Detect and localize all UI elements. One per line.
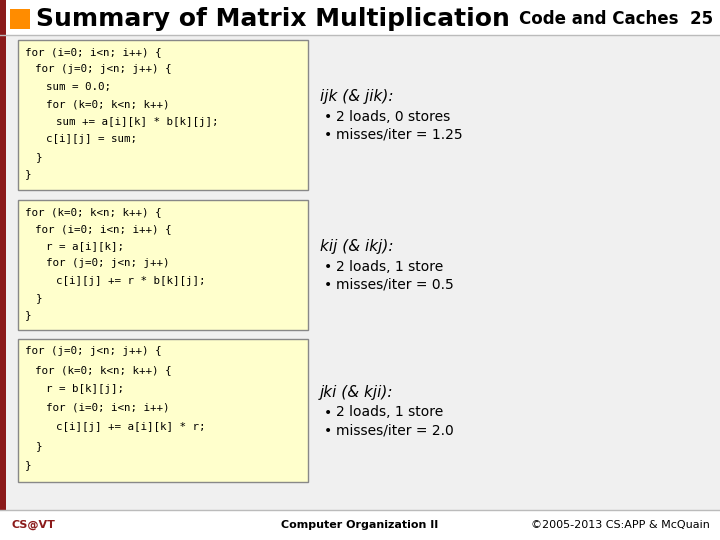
Text: r = a[i][k];: r = a[i][k]; [46,241,124,251]
Text: Code and Caches  25: Code and Caches 25 [519,10,713,28]
Text: •: • [324,110,332,124]
Text: c[i][j] = sum;: c[i][j] = sum; [46,134,137,145]
Text: for (k=0; k<n; k++) {: for (k=0; k<n; k++) { [25,207,161,217]
Text: 2 loads, 0 stores: 2 loads, 0 stores [336,110,450,124]
Text: for (k=0; k<n; k++) {: for (k=0; k<n; k++) { [35,365,172,375]
Text: for (i=0; i<n; i++): for (i=0; i<n; i++) [46,403,169,413]
Text: c[i][j] += r * b[k][j];: c[i][j] += r * b[k][j]; [56,275,206,286]
Bar [0,35,6,510]
Bar [0,510,720,540]
Text: sum += a[i][k] * b[k][j];: sum += a[i][k] * b[k][j]; [56,117,219,127]
Bar [18,200,308,330]
Text: misses/iter = 2.0: misses/iter = 2.0 [336,423,454,437]
Text: }: } [35,152,42,162]
Text: 2 loads, 1 store: 2 loads, 1 store [336,406,444,420]
Text: }: } [25,310,32,320]
Text: }: } [35,441,42,451]
Text: kij (& ikj):: kij (& ikj): [320,240,394,254]
Text: for (i=0; i<n; i++) {: for (i=0; i<n; i++) { [35,224,172,234]
Text: c[i][j] += a[i][k] * r;: c[i][j] += a[i][k] * r; [56,422,206,432]
Text: Summary of Matrix Multiplication: Summary of Matrix Multiplication [36,7,510,31]
Text: 2 loads, 1 store: 2 loads, 1 store [336,260,444,274]
Text: }: } [25,170,32,179]
Text: }: } [35,293,42,303]
Text: •: • [324,278,332,292]
Text: misses/iter = 0.5: misses/iter = 0.5 [336,278,454,292]
Text: r = b[k][j];: r = b[k][j]; [46,384,124,394]
Text: for (i=0; i<n; i++) {: for (i=0; i<n; i++) { [25,47,161,57]
Text: Computer Organization II: Computer Organization II [282,520,438,530]
Text: misses/iter = 1.25: misses/iter = 1.25 [336,128,463,142]
Text: •: • [324,423,332,437]
Text: •: • [324,128,332,142]
Text: •: • [324,406,332,420]
Text: •: • [324,260,332,274]
Text: }: } [25,460,32,470]
Bar [0,0,720,35]
Text: ©2005-2013 CS:APP & McQuain: ©2005-2013 CS:APP & McQuain [531,520,710,530]
Text: for (j=0; j<n; j++) {: for (j=0; j<n; j++) { [25,346,161,356]
Text: CS@VT: CS@VT [12,520,56,530]
Text: for (j=0; j<n; j++) {: for (j=0; j<n; j++) { [35,64,172,75]
Text: ijk (& jik):: ijk (& jik): [320,90,394,105]
Text: for (k=0; k<n; k++): for (k=0; k<n; k++) [46,99,169,110]
Text: sum = 0.0;: sum = 0.0; [46,82,111,92]
Text: jki (& kji):: jki (& kji): [320,385,394,400]
Text: for (j=0; j<n; j++): for (j=0; j<n; j++) [46,259,169,268]
Bar [18,40,308,190]
Bar [10,9,30,29]
Bar [18,339,308,482]
Bar [0,0,6,35]
